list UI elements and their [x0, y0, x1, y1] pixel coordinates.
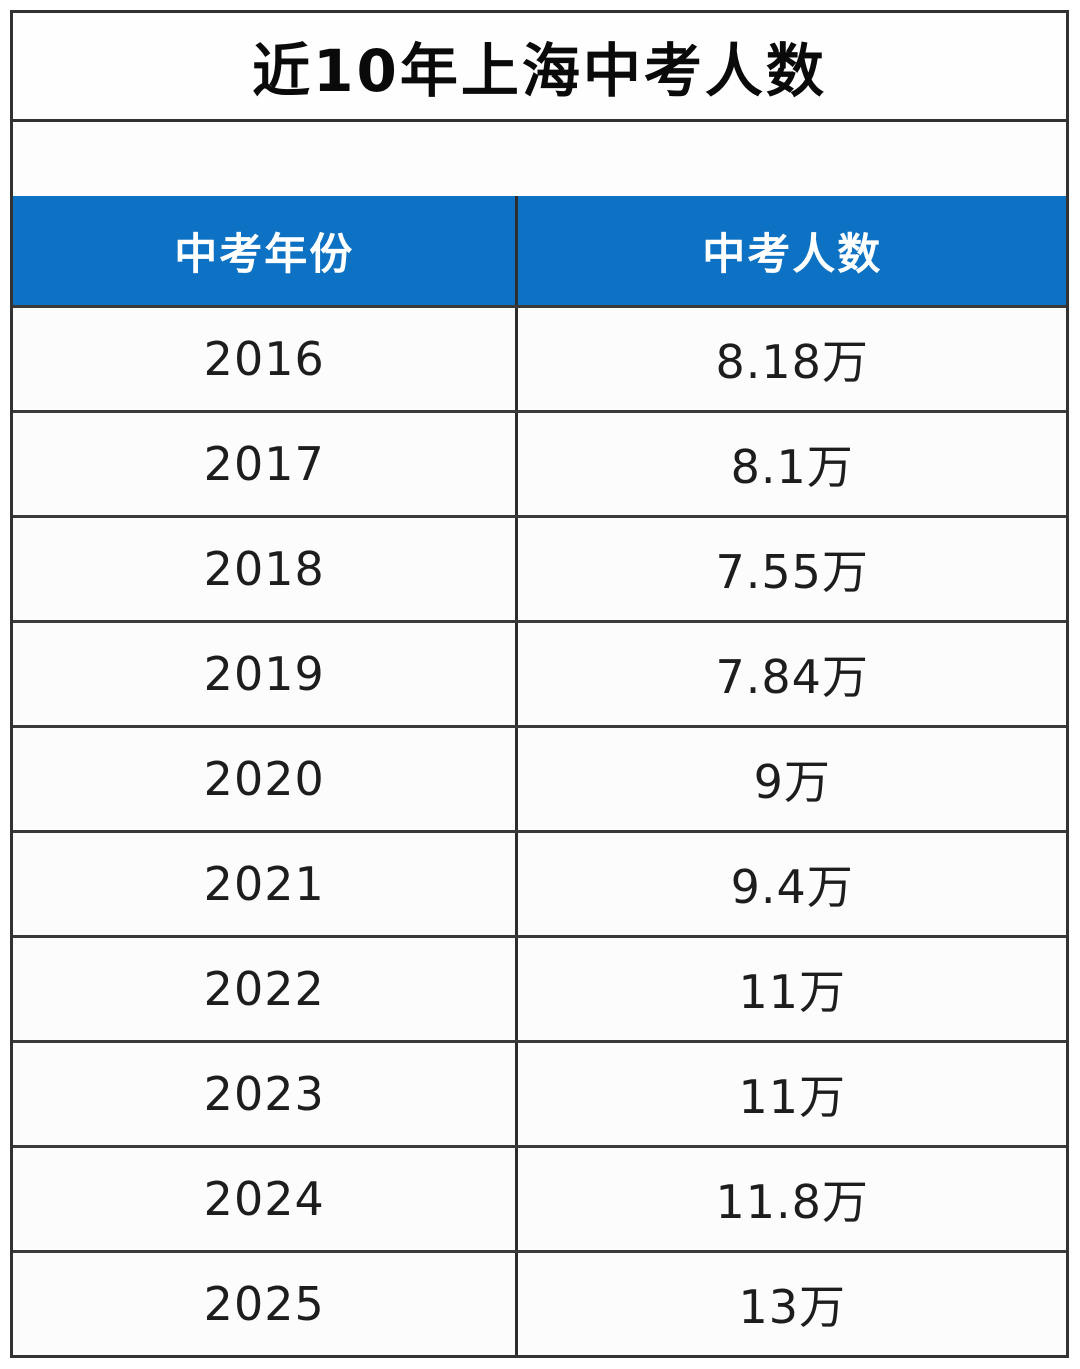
table-row: 2025 13万 — [13, 1250, 1066, 1355]
year-cell: 2024 — [13, 1148, 519, 1250]
table-row: 2022 11万 — [13, 935, 1066, 1040]
year-cell: 2021 — [13, 833, 519, 935]
count-cell: 8.1万 — [730, 440, 854, 494]
year-cell: 2022 — [13, 938, 519, 1040]
page-title: 近10年上海中考人数 — [252, 37, 827, 105]
year-cell: 2018 — [13, 518, 519, 620]
count-cell: 11.8万 — [715, 1175, 869, 1229]
year-cell: 2020 — [13, 728, 519, 830]
table-row: 2017 8.1万 — [13, 410, 1066, 515]
table-row: 2024 11.8万 — [13, 1145, 1066, 1250]
empty-spacer-row — [13, 122, 1066, 196]
column-header-year: 中考年份 — [13, 196, 519, 305]
count-cell: 11万 — [738, 965, 846, 1019]
table-title-row: 近10年上海中考人数 — [13, 13, 1066, 122]
table-row: 2016 8.18万 — [13, 305, 1066, 410]
year-cell: 2017 — [13, 413, 519, 515]
column-header-count: 中考人数 — [702, 229, 883, 280]
table-row: 2023 11万 — [13, 1040, 1066, 1145]
count-cell: 8.18万 — [715, 335, 869, 389]
year-cell: 2023 — [13, 1043, 519, 1145]
table-body: 2016 8.18万 2017 8.1万 2018 7.55万 2019 7.8… — [13, 305, 1066, 1355]
count-cell: 13万 — [738, 1280, 846, 1334]
year-cell: 2016 — [13, 308, 519, 410]
year-cell: 2019 — [13, 623, 519, 725]
count-cell: 9万 — [753, 755, 831, 809]
table-row: 2021 9.4万 — [13, 830, 1066, 935]
table-row: 2019 7.84万 — [13, 620, 1066, 725]
count-cell: 7.84万 — [715, 650, 869, 704]
table-row: 2020 9万 — [13, 725, 1066, 830]
count-cell: 11万 — [738, 1070, 846, 1124]
count-cell: 9.4万 — [730, 860, 854, 914]
count-cell: 7.55万 — [715, 545, 869, 599]
year-cell: 2025 — [13, 1253, 519, 1355]
table-header-row: 中考年份 中考人数 — [13, 196, 1066, 305]
exam-numbers-table: 近10年上海中考人数 中考年份 中考人数 2016 8.18万 2017 8.1… — [10, 10, 1069, 1358]
table-row: 2018 7.55万 — [13, 515, 1066, 620]
